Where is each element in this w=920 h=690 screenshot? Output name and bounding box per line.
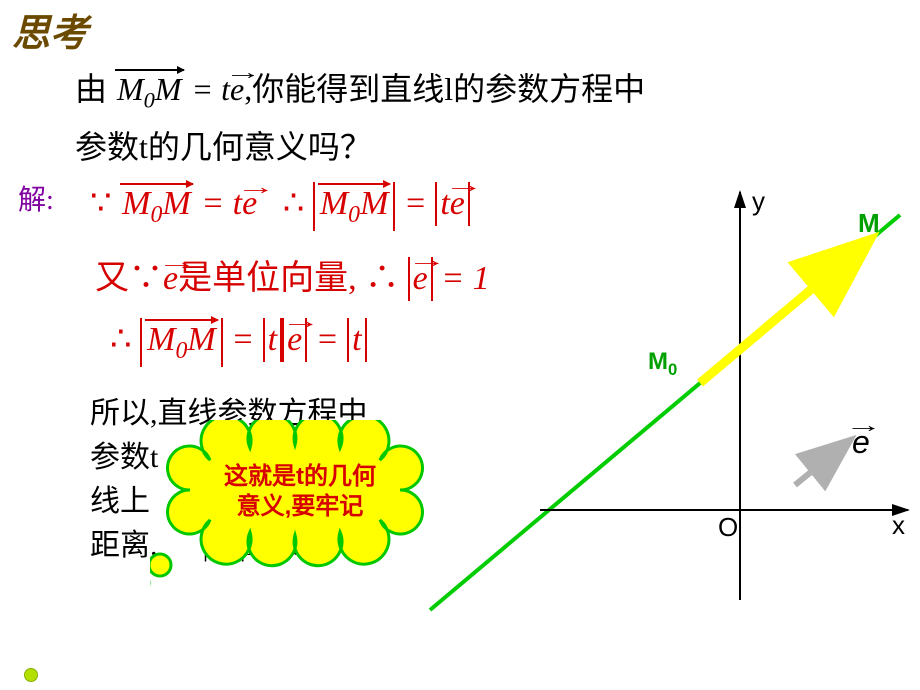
question-line2: 参数t的几何意义吗？ [75, 122, 372, 168]
sl3-e: e [282, 318, 307, 362]
sl1-eq2: = [404, 185, 435, 222]
q1-e: e [230, 71, 244, 108]
sl3-t: t [263, 318, 282, 362]
sl2-eq: = 1 [441, 260, 489, 297]
sl2-abs-e: e [408, 257, 433, 301]
label-vector-e: e [852, 424, 870, 461]
label-x: x [892, 510, 905, 541]
cl4a: 距离. [90, 529, 158, 562]
cloud-line2: 意义,要牢记 [150, 492, 450, 522]
q1-vec: M0M [115, 69, 184, 107]
sl1-a: ∵ [90, 185, 112, 222]
sl3-t2: t [347, 318, 366, 362]
cloud-text: 这就是t的几何 意义,要牢记 [150, 462, 450, 522]
q1-prefix: 由 [75, 71, 107, 107]
question-line1: 由 M0M = te,你能得到直线l的参数方程中 [75, 64, 645, 113]
conclusion-line3: 线上 [90, 476, 150, 520]
solution-line1: ∵ M0M = te ∴ M0M = te [90, 182, 470, 231]
solution-label: 解: [18, 178, 54, 218]
conclusion-line2: 参数t [90, 432, 158, 476]
sl1-abs1: M0M [313, 182, 396, 231]
sl1-vec1: M0M [120, 183, 193, 222]
solution-line2: 又∵e是单位向量, ∴ e = 1 [95, 250, 490, 301]
cloud-callout: 这就是t的几何 意义,要牢记 [150, 420, 450, 550]
sl1-abs2: te [435, 182, 470, 226]
label-M: M [858, 208, 880, 239]
decorative-dot [24, 668, 38, 682]
line-l [430, 215, 900, 610]
q1-after: ,你能得到直线l的参数方程中 [244, 71, 645, 107]
segment-m0m [700, 255, 852, 383]
sl3-abs1: M0M [140, 318, 223, 367]
vector-e [795, 450, 838, 485]
label-O: O [718, 512, 738, 543]
sl2-e: e [163, 260, 178, 298]
sl3-a: ∴ [110, 321, 132, 358]
label-M0: M0 [648, 348, 677, 380]
cloud-line1: 这就是t的几何 [150, 462, 450, 492]
solution-line3: ∴ M0M = te = t [110, 318, 367, 367]
label-y: y [752, 186, 765, 217]
sl3-eq1: = [231, 321, 262, 358]
sl1-e1: e [242, 185, 257, 223]
sl2-mid: 是单位向量, ∴ [178, 260, 399, 297]
sl1-b: ∴ [283, 185, 305, 222]
sl2-a: 又∵ [95, 260, 163, 297]
title: 思考 [12, 2, 88, 57]
